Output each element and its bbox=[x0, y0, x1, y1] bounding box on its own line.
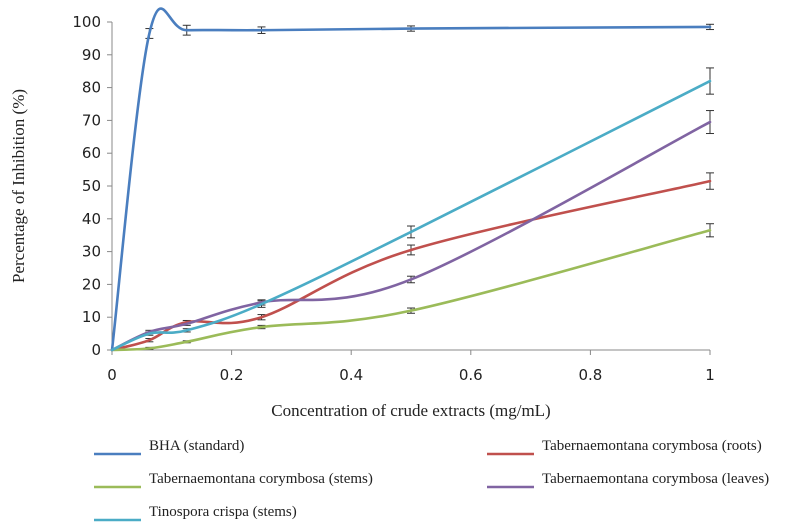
error-bars bbox=[145, 23, 714, 350]
y-tick-label: 0 bbox=[91, 341, 101, 359]
y-tick-label: 40 bbox=[82, 210, 101, 228]
x-axis-title: Concentration of crude extracts (mg/mL) bbox=[271, 401, 550, 420]
series-line-1 bbox=[110, 7, 712, 352]
legend-label: Tabernaemontana corymbosa (roots) bbox=[542, 438, 762, 454]
x-tick-label: 0.4 bbox=[339, 366, 363, 384]
series-line-5 bbox=[110, 79, 712, 352]
series-line-3 bbox=[110, 228, 712, 352]
x-tick-label: 0.8 bbox=[578, 366, 602, 384]
x-tick-label: 0.6 bbox=[459, 366, 483, 384]
legend-label: Tinospora crispa (stems) bbox=[149, 504, 297, 520]
series-line-4 bbox=[110, 120, 712, 352]
y-tick-label: 60 bbox=[82, 144, 101, 162]
y-tick-label: 10 bbox=[82, 308, 101, 326]
legend: BHA (standard) Tabernaemontana corymbosa … bbox=[94, 438, 769, 522]
legend-entry: Tabernaemontana corymbosa (roots) bbox=[487, 438, 762, 456]
legend-entry: Tinospora crispa (stems) bbox=[94, 504, 297, 522]
legend-label: Tabernaemontana corymbosa (leaves) bbox=[542, 471, 769, 487]
x-tick-label: 0.2 bbox=[220, 366, 244, 384]
series-line-2 bbox=[110, 179, 712, 352]
tick-labels: 0 10 20 30 40 50 60 70 80 90 100 0 0.2 0.4 0.6 0.8 1 bbox=[72, 13, 714, 384]
y-tick-label: 80 bbox=[82, 79, 101, 97]
y-tick-label: 70 bbox=[82, 111, 101, 129]
y-tick-label: 50 bbox=[82, 177, 101, 195]
x-tick-label: 0 bbox=[107, 366, 117, 384]
legend-label: BHA (standard) bbox=[149, 438, 244, 454]
x-tick-label: 1 bbox=[705, 366, 715, 384]
y-axis-title: Percentage of Inhibition (%) bbox=[9, 89, 28, 283]
legend-entry: BHA (standard) bbox=[94, 438, 244, 456]
axes bbox=[111, 22, 710, 351]
legend-entry: Tabernaemontana corymbosa (leaves) bbox=[487, 471, 769, 489]
y-tick-label: 30 bbox=[82, 243, 101, 261]
legend-entry: Tabernaemontana corymbosa (stems) bbox=[94, 471, 373, 489]
y-tick-label: 100 bbox=[72, 13, 101, 31]
y-tick-label: 90 bbox=[82, 46, 101, 64]
y-tick-label: 20 bbox=[82, 275, 101, 293]
legend-label: Tabernaemontana corymbosa (stems) bbox=[149, 471, 373, 487]
series-lines bbox=[110, 7, 712, 352]
